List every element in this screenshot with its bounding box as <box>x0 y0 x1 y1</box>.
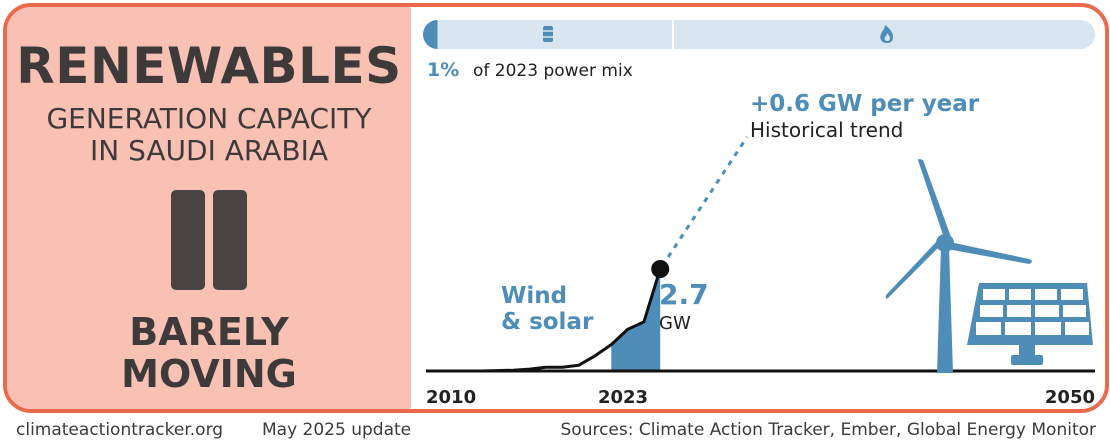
rating-panel: RENEWABLES GENERATION CAPACITY IN SAUDI … <box>7 7 411 409</box>
status-line-1: BARELY <box>129 310 289 354</box>
trend-value: +0.6 GW per year <box>750 91 980 117</box>
gas-flame-icon <box>880 25 893 43</box>
infographic-frame: RENEWABLES GENERATION CAPACITY IN SAUDI … <box>3 3 1109 413</box>
end-unit-label: GW <box>659 313 691 334</box>
trend-label: Historical trend <box>750 118 903 142</box>
x-tick-2023: 2023 <box>598 387 648 408</box>
footer-sources: Sources: Climate Action Tracker, Ember, … <box>560 420 1097 440</box>
power-mix-bar <box>423 20 1095 49</box>
status-line-2: MOVING <box>121 352 297 396</box>
rating-status: BARELY MOVING <box>7 311 411 395</box>
data-point-2023 <box>651 260 670 278</box>
power-mix-fill <box>423 20 438 49</box>
subtitle-line-2: IN SAUDI ARABIA <box>89 134 328 167</box>
page-title: RENEWABLES <box>16 37 402 95</box>
page-subtitle: GENERATION CAPACITY IN SAUDI ARABIA <box>7 103 411 167</box>
trend-line <box>666 136 749 258</box>
power-mix-track <box>423 20 1095 49</box>
solar-panel-icon <box>967 283 1093 365</box>
series-label-line-2: & solar <box>501 309 594 335</box>
footer-update: May 2025 update <box>262 420 412 440</box>
capacity-chart: 1% of 2023 power mix +0.6 GW per year Hi… <box>423 20 1095 408</box>
power-mix-share-value: 1% <box>427 59 459 81</box>
x-tick-2010: 2010 <box>426 387 476 408</box>
subtitle-line-1: GENERATION CAPACITY <box>46 102 372 135</box>
pause-bar-left <box>171 190 205 290</box>
footer-website: climateactiontracker.org <box>16 420 224 440</box>
x-tick-2050: 2050 <box>1045 387 1095 408</box>
wind-solar-area <box>611 269 661 371</box>
wind-turbine-icon <box>885 159 1032 373</box>
power-mix-share-label: of 2023 power mix <box>473 61 633 81</box>
series-label-line-1: Wind <box>501 283 567 309</box>
end-value-label: 2.7 <box>659 278 709 311</box>
pause-bar-right <box>213 190 247 290</box>
oil-barrel-icon <box>543 26 553 42</box>
